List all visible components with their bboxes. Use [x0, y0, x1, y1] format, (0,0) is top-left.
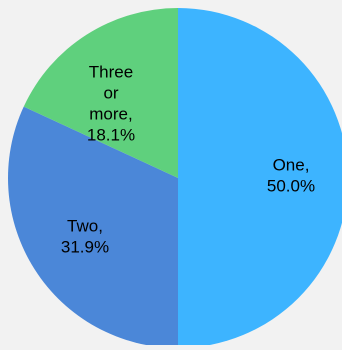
pie-slice-label-line: or: [103, 84, 118, 103]
pie-slice-label-line: One,: [273, 156, 310, 175]
pie-slice-two: [8, 106, 179, 348]
pie-slice-label-one: One, 50.0%: [267, 156, 315, 196]
pie-slice-label-line: 50.0%: [267, 177, 315, 196]
pie-slice-three-or-more: [23, 8, 179, 178]
pie-slice-label-line: Three: [89, 63, 133, 82]
pie-slice-label-two: Two, 31.9%: [61, 217, 109, 257]
pie-slice-one: [178, 8, 342, 348]
pie-slice-label-line: more,: [89, 105, 132, 124]
pie-slice-label-three-or-more: Three or more, 18.1%: [87, 63, 135, 145]
pie-slice-labels: One, 50.0% Two, 31.9% Three or more, 18.1%: [61, 63, 315, 257]
pie-slices: [8, 8, 342, 348]
pie-slice-label-line: Two,: [67, 217, 103, 236]
pie-slice-label-line: 18.1%: [87, 126, 135, 145]
pie-slice-label-line: 31.9%: [61, 238, 109, 257]
